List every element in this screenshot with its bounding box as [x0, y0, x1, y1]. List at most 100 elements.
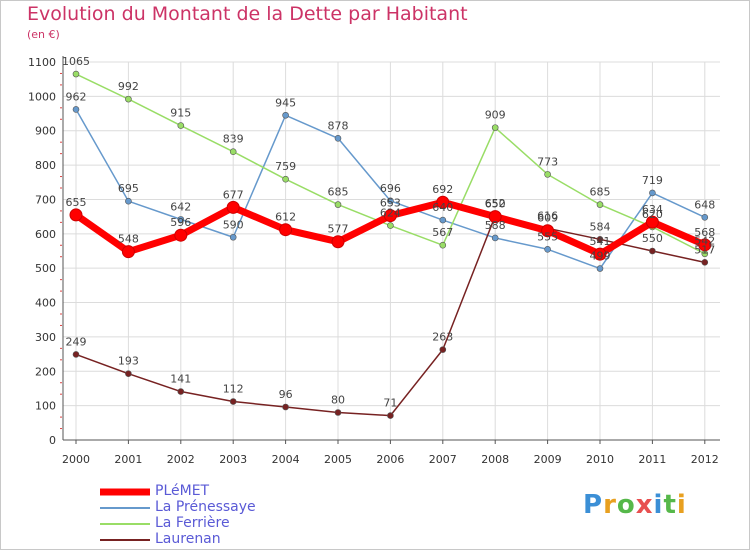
data-point	[174, 228, 188, 242]
y-tick-label: 600	[35, 228, 56, 241]
series-lines	[69, 70, 712, 419]
data-label: 550	[642, 232, 663, 245]
data-label: 71	[383, 397, 397, 410]
proxiti-logo: Proxiti	[583, 490, 687, 520]
legend-label-1: La Prénessaye	[155, 499, 256, 515]
data-label: 692	[432, 183, 453, 196]
data-label: 655	[66, 196, 87, 209]
data-label: 652	[485, 197, 506, 210]
data-label: 640	[432, 201, 453, 214]
data-label: 648	[694, 198, 715, 211]
x-tick-label: 2002	[167, 453, 195, 466]
y-tick-label: 900	[35, 125, 56, 138]
data-label: 141	[170, 373, 191, 386]
data-point	[544, 171, 551, 178]
x-tick-label: 2007	[429, 453, 457, 466]
data-label: 80	[331, 394, 345, 407]
data-label: 541	[590, 235, 611, 248]
y-tick-label: 100	[35, 400, 56, 413]
data-point	[177, 216, 185, 223]
data-label: 577	[328, 223, 349, 236]
data-label: 909	[485, 109, 506, 122]
data-label: 609	[537, 212, 558, 225]
data-point	[69, 208, 83, 222]
legend-label-3: Laurenan	[155, 531, 221, 547]
data-point	[387, 222, 394, 229]
data-point	[229, 148, 237, 155]
data-label: 555	[537, 230, 558, 243]
data-point	[72, 70, 80, 78]
x-tick-label: 2006	[376, 453, 404, 466]
data-point	[229, 398, 237, 405]
data-point	[701, 214, 709, 221]
x-tick-label: 2008	[481, 453, 509, 466]
data-point	[645, 215, 659, 229]
y-tick-label: 0	[49, 434, 56, 447]
data-point	[596, 236, 604, 243]
logo-letter: P	[583, 490, 604, 520]
data-point	[701, 259, 709, 266]
data-point	[491, 124, 499, 131]
data-point	[334, 134, 342, 142]
data-label: 915	[170, 107, 191, 120]
x-tick-label: 2001	[114, 453, 142, 466]
data-label: 584	[590, 220, 611, 233]
grid	[63, 61, 720, 440]
data-point	[72, 351, 80, 358]
y-tick-label: 300	[35, 331, 56, 344]
x-tick-label: 2012	[691, 453, 719, 466]
data-label: 542	[694, 235, 715, 248]
data-point	[596, 201, 604, 208]
data-label: 588	[485, 219, 506, 232]
data-label: 517	[694, 243, 715, 256]
data-point	[282, 111, 289, 119]
data-point	[331, 235, 345, 249]
logo-letter: i	[653, 490, 664, 520]
data-point	[439, 241, 447, 249]
data-label: 695	[118, 182, 139, 195]
y-tick-label: 800	[35, 159, 56, 172]
data-label: 650	[485, 198, 506, 211]
data-point	[541, 224, 555, 238]
data-point	[596, 265, 604, 272]
data-label: 620	[642, 208, 663, 221]
data-point	[698, 238, 712, 252]
data-point	[72, 106, 80, 113]
data-point	[121, 245, 135, 259]
data-label: 653	[380, 197, 401, 210]
data-label: 568	[694, 226, 715, 239]
data-label: 642	[170, 200, 191, 213]
data-label: 1065	[62, 55, 90, 68]
data-point	[334, 409, 342, 416]
data-label: 263	[432, 331, 453, 344]
data-point	[387, 412, 394, 419]
data-label: 249	[66, 335, 87, 348]
x-tick-label: 2010	[586, 453, 614, 466]
y-tick-label: 1100	[28, 56, 56, 69]
data-point	[125, 95, 132, 103]
data-label: 567	[432, 226, 453, 239]
data-label: 962	[66, 90, 87, 103]
data-label: 878	[328, 119, 349, 132]
data-label: 624	[380, 207, 401, 220]
x-tick-label: 2000	[62, 453, 90, 466]
data-point	[436, 195, 450, 209]
x-tick-label: 2004	[272, 453, 300, 466]
y-tick-label: 400	[35, 297, 56, 310]
data-label: 96	[279, 388, 293, 401]
y-tick-label: 700	[35, 193, 56, 206]
data-label: 590	[223, 218, 244, 231]
logo-letter: i	[676, 490, 687, 520]
data-label: 945	[275, 96, 296, 109]
data-point	[177, 122, 185, 129]
data-label: 685	[590, 186, 611, 199]
data-label: 773	[537, 155, 558, 168]
data-point	[279, 223, 293, 237]
data-point	[282, 403, 289, 411]
y-tick-label: 1000	[28, 90, 56, 103]
data-point	[491, 234, 499, 242]
data-point	[226, 200, 240, 214]
data-label: 612	[275, 211, 296, 224]
